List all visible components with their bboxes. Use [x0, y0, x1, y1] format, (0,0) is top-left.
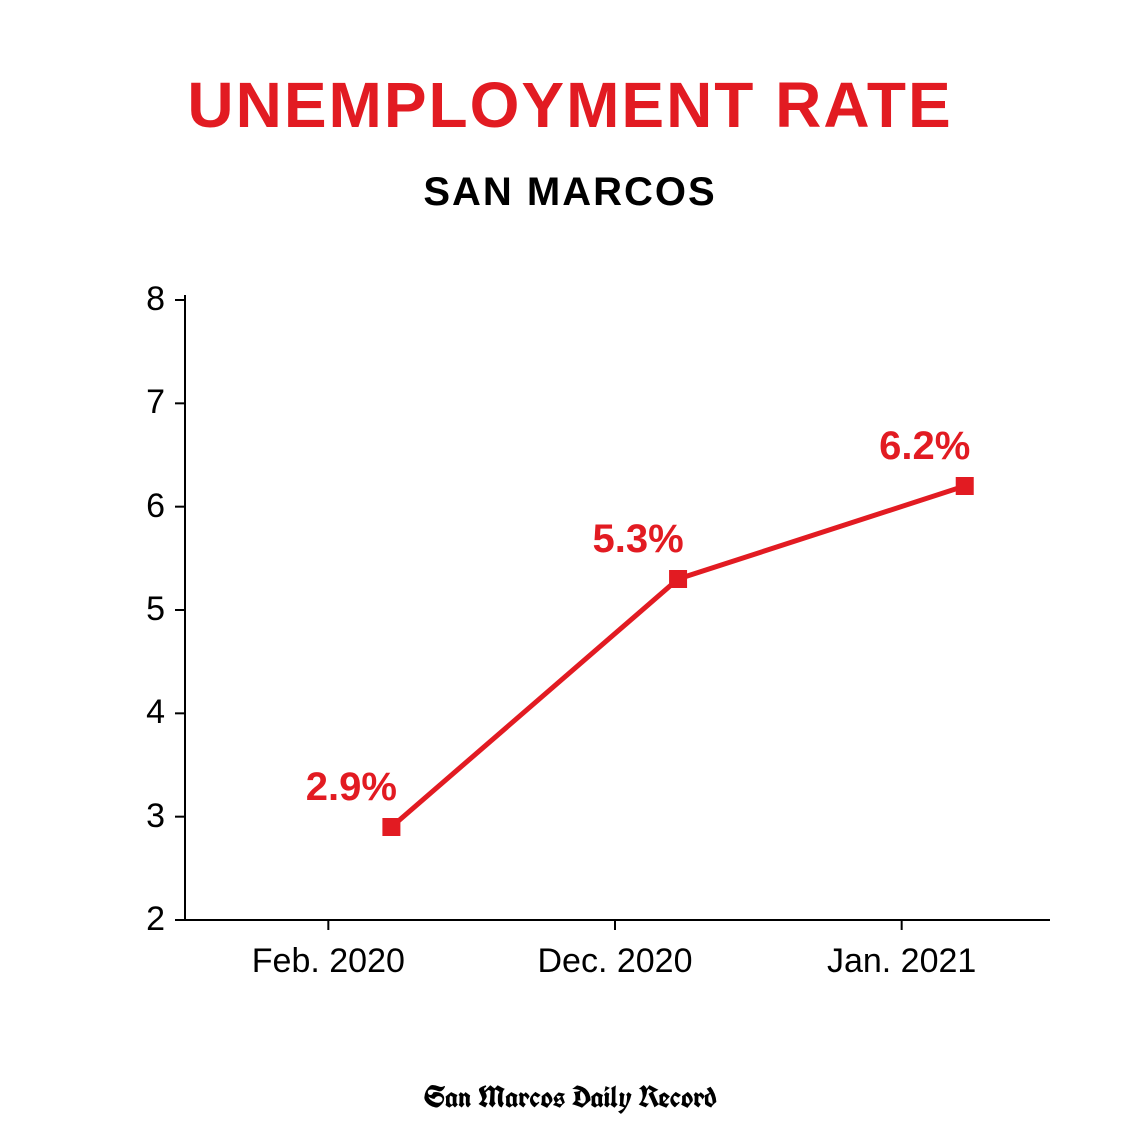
- x-tick-label: Dec. 2020: [515, 942, 715, 981]
- chart-title: UNEMPLOYMENT RATE: [0, 68, 1140, 142]
- y-tick-label: 4: [125, 693, 165, 732]
- data-point-label: 6.2%: [845, 424, 1005, 469]
- x-tick-label: Feb. 2020: [228, 942, 428, 981]
- y-tick-label: 8: [125, 280, 165, 319]
- y-tick-label: 7: [125, 383, 165, 422]
- y-tick-label: 2: [125, 900, 165, 939]
- chart-svg: [125, 280, 1065, 980]
- chart-subtitle: SAN MARCOS: [0, 170, 1140, 215]
- x-tick-label: Jan. 2021: [802, 942, 1002, 981]
- source-attribution: San Marcos Daily Record: [0, 1078, 1140, 1117]
- data-point-label: 2.9%: [271, 765, 431, 810]
- y-tick-label: 3: [125, 797, 165, 836]
- y-tick-label: 6: [125, 487, 165, 526]
- chart-container: 2 3 4 5 6 7 8 Feb. 2020 Dec. 2020 Jan. 2021 2.9% 5.…: [125, 280, 1065, 980]
- data-point-label: 5.3%: [558, 517, 718, 562]
- y-tick-label: 5: [125, 590, 165, 629]
